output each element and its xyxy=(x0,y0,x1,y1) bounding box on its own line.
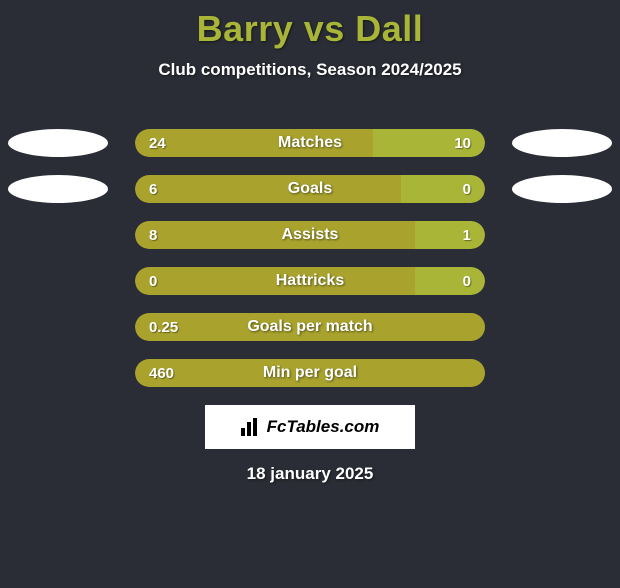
stat-bar-left: 460 xyxy=(135,359,485,387)
stat-bar-right: 1 xyxy=(415,221,485,249)
stat-row: 460Min per goal xyxy=(0,358,620,388)
stat-bar-track: 00 xyxy=(135,267,485,295)
date-line: 18 january 2025 xyxy=(0,464,620,484)
stat-bar-track: 460 xyxy=(135,359,485,387)
player-avatar-left xyxy=(8,175,108,203)
stat-bar-right: 0 xyxy=(401,175,485,203)
brand-logo: FcTables.com xyxy=(205,405,415,449)
stat-bar-track: 24 10 xyxy=(135,129,485,157)
stat-value-right: 10 xyxy=(454,135,471,152)
stat-row: 2410Matches xyxy=(0,128,620,158)
stat-value-right: 1 xyxy=(463,227,471,244)
bar-chart-icon xyxy=(241,418,261,436)
stat-value-left: 460 xyxy=(149,365,174,382)
stat-value-left: 24 xyxy=(149,135,166,152)
stat-bar-track: 81 xyxy=(135,221,485,249)
stat-row: 0.25Goals per match xyxy=(0,312,620,342)
stat-value-right: 0 xyxy=(463,273,471,290)
stats-area: 2410Matches60Goals81Assists00Hattricks0.… xyxy=(0,128,620,404)
stat-bar-right: 0 xyxy=(415,267,485,295)
stat-bar-track: 60 xyxy=(135,175,485,203)
brand-logo-text: FcTables.com xyxy=(267,417,380,437)
stat-row: 00Hattricks xyxy=(0,266,620,296)
player-avatar-left xyxy=(8,129,108,157)
player-avatar-right xyxy=(512,175,612,203)
stat-value-right: 0 xyxy=(463,181,471,198)
stat-value-left: 0.25 xyxy=(149,319,178,336)
stat-bar-left: 24 xyxy=(135,129,373,157)
page-title: Barry vs Dall xyxy=(0,8,620,50)
stat-value-left: 8 xyxy=(149,227,157,244)
stat-value-left: 6 xyxy=(149,181,157,198)
stat-value-left: 0 xyxy=(149,273,157,290)
player-avatar-right xyxy=(512,129,612,157)
stat-bar-track: 0.25 xyxy=(135,313,485,341)
stat-bar-left: 0.25 xyxy=(135,313,485,341)
stat-bar-left: 8 xyxy=(135,221,415,249)
stat-row: 60Goals xyxy=(0,174,620,204)
page-subtitle: Club competitions, Season 2024/2025 xyxy=(0,60,620,80)
stat-row: 81Assists xyxy=(0,220,620,250)
stat-bar-left: 6 xyxy=(135,175,401,203)
stat-bar-right: 10 xyxy=(373,129,485,157)
stat-bar-left: 0 xyxy=(135,267,415,295)
